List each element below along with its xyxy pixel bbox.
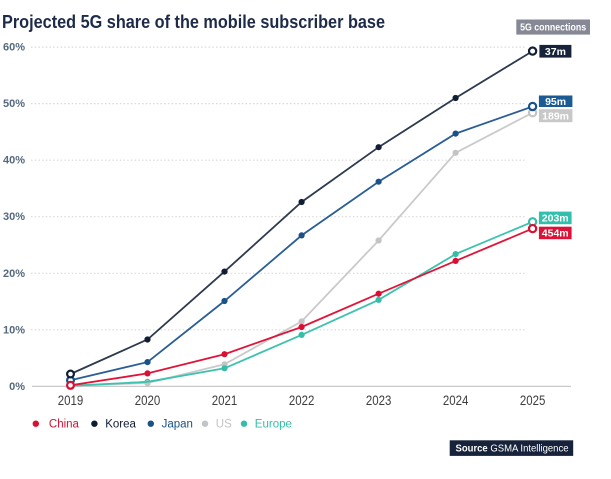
svg-text:37m: 37m (545, 46, 566, 58)
svg-text:10%: 10% (3, 324, 25, 336)
svg-text:0%: 0% (9, 381, 25, 393)
svg-text:Europe: Europe (255, 419, 292, 431)
svg-text:40%: 40% (3, 155, 25, 167)
svg-text:2021: 2021 (212, 393, 238, 408)
svg-text:20%: 20% (3, 268, 25, 280)
svg-text:2019: 2019 (58, 393, 84, 408)
svg-text:50%: 50% (3, 98, 25, 110)
svg-text:2024: 2024 (443, 393, 469, 408)
svg-text:2023: 2023 (366, 393, 392, 408)
svg-text:203m: 203m (542, 213, 569, 225)
svg-text:2025: 2025 (520, 393, 546, 408)
svg-text:30%: 30% (3, 211, 25, 223)
svg-text:Japan: Japan (162, 419, 193, 431)
svg-text:454m: 454m (542, 228, 569, 240)
svg-text:China: China (49, 419, 80, 431)
svg-text:95m: 95m (545, 96, 566, 108)
svg-text:189m: 189m (542, 110, 569, 122)
svg-text:5G connections: 5G connections (520, 22, 586, 34)
svg-text:US: US (216, 419, 232, 431)
svg-text:2022: 2022 (289, 393, 315, 408)
svg-text:2020: 2020 (135, 393, 161, 408)
svg-text:Korea: Korea (105, 419, 136, 431)
svg-text:Source GSMA Intelligence: Source GSMA Intelligence (456, 443, 569, 455)
svg-text:60%: 60% (3, 42, 25, 54)
svg-text:Projected 5G share of the mobi: Projected 5G share of the mobile subscri… (2, 11, 385, 32)
